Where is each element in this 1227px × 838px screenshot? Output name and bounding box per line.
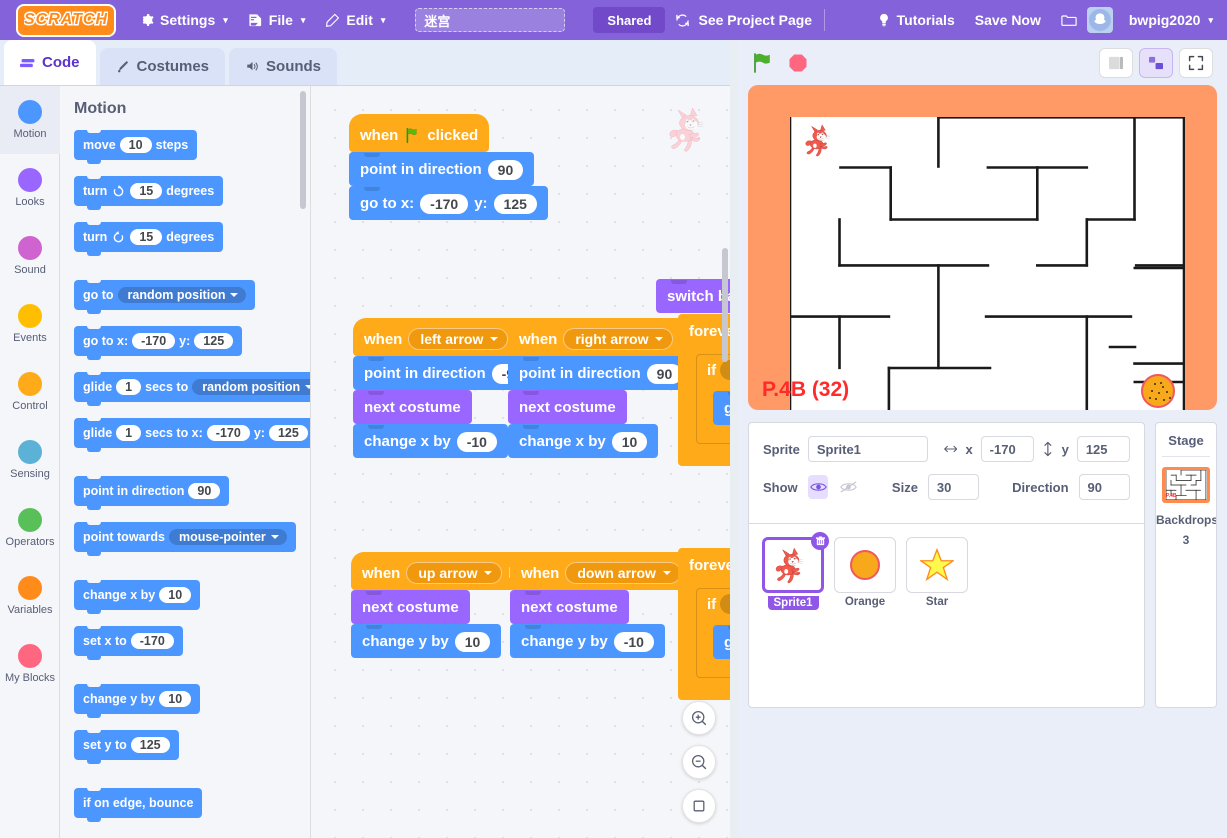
svg-text:SCRATCH: SCRATCH bbox=[24, 11, 108, 28]
